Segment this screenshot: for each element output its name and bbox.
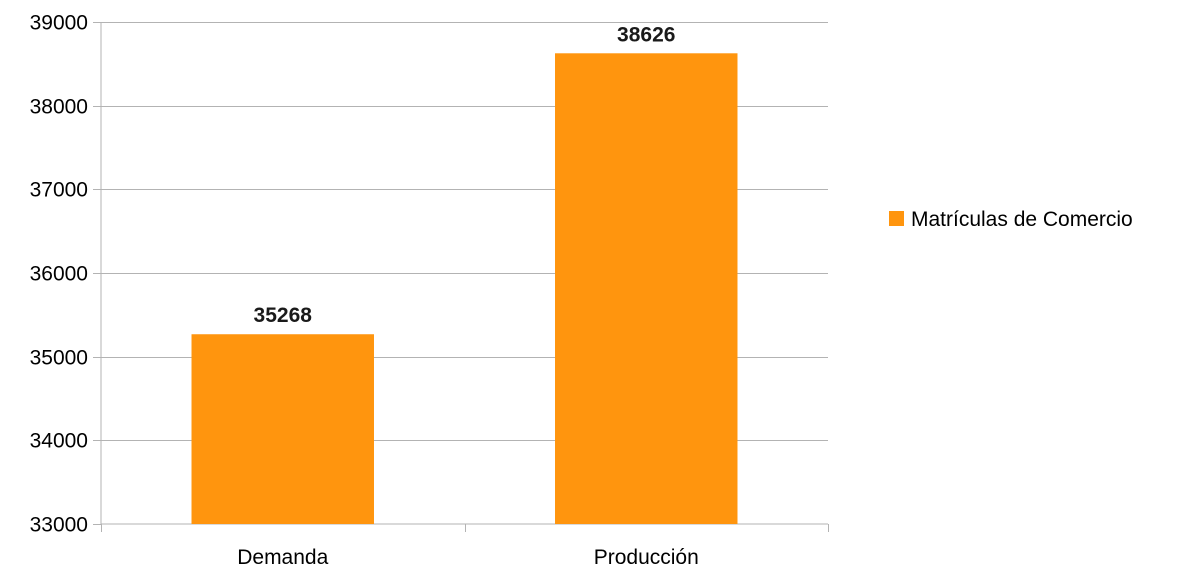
legend-swatch [889,211,904,226]
bar-demanda [191,334,374,524]
y-tick-labels: 33000 34000 35000 36000 37000 38000 39000 [30,12,101,537]
data-label-producci-n: 38626 [617,23,675,46]
y-tick-label-36000: 36000 [30,263,88,286]
bars [191,53,738,525]
y-tick-label-37000: 37000 [30,179,88,202]
data-labels: 35268 38626 [254,23,676,327]
legend: Matrículas de Comercio [889,208,1133,231]
y-tick-label-34000: 34000 [30,430,88,453]
y-tick-label-35000: 35000 [30,347,88,370]
y-tick-label-33000: 33000 [30,514,88,537]
y-tick-label-39000: 39000 [30,12,88,35]
y-tick-label-38000: 38000 [30,96,88,119]
x-tick-labels: Demanda Producción [101,524,829,569]
data-label-demanda: 35268 [254,304,313,327]
x-tick-label-demanda: Demanda [237,546,328,569]
bar-producci-n [555,53,738,525]
legend-label-matriculas-de-comercio: Matrículas de Comercio [911,208,1133,231]
x-tick-label-producci-n: Producción [594,546,699,569]
